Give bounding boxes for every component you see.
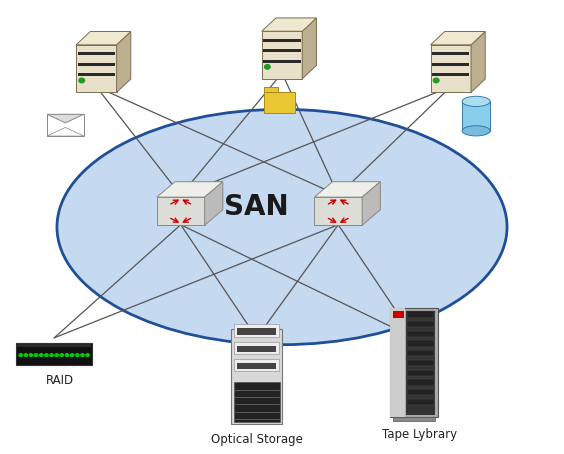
Bar bbox=[407, 399, 434, 405]
Bar bbox=[16, 343, 92, 365]
Circle shape bbox=[39, 354, 43, 356]
Polygon shape bbox=[76, 31, 131, 45]
Polygon shape bbox=[47, 114, 83, 123]
Bar bbox=[432, 63, 469, 66]
Bar bbox=[393, 417, 435, 421]
Ellipse shape bbox=[462, 96, 490, 107]
Bar bbox=[78, 63, 115, 66]
Bar bbox=[430, 45, 471, 92]
Bar bbox=[47, 114, 83, 136]
Bar bbox=[462, 101, 490, 131]
Polygon shape bbox=[262, 18, 316, 31]
Bar bbox=[407, 389, 434, 395]
Circle shape bbox=[29, 354, 33, 356]
Bar bbox=[237, 328, 276, 335]
Polygon shape bbox=[117, 31, 131, 92]
Circle shape bbox=[55, 354, 59, 356]
Bar bbox=[390, 308, 438, 417]
Bar bbox=[407, 340, 434, 347]
Ellipse shape bbox=[462, 126, 490, 136]
Bar bbox=[407, 321, 434, 327]
Bar bbox=[234, 341, 279, 354]
Ellipse shape bbox=[57, 109, 507, 345]
Bar bbox=[157, 197, 205, 225]
Bar bbox=[390, 308, 404, 417]
Circle shape bbox=[19, 354, 23, 356]
Bar bbox=[263, 59, 301, 63]
Bar bbox=[264, 92, 294, 114]
Circle shape bbox=[60, 354, 64, 356]
Bar bbox=[78, 73, 115, 76]
Bar bbox=[407, 379, 434, 385]
Bar bbox=[407, 311, 434, 317]
Bar bbox=[432, 52, 469, 55]
Bar bbox=[17, 344, 91, 347]
Bar bbox=[78, 52, 115, 55]
Text: SAN: SAN bbox=[224, 192, 289, 221]
Polygon shape bbox=[430, 31, 485, 45]
Circle shape bbox=[76, 354, 79, 356]
Bar bbox=[314, 197, 362, 225]
Bar bbox=[407, 370, 434, 376]
Bar bbox=[237, 363, 276, 369]
Bar bbox=[234, 324, 279, 337]
Bar bbox=[234, 359, 279, 371]
Bar bbox=[263, 49, 301, 52]
Polygon shape bbox=[471, 31, 485, 92]
Bar bbox=[76, 45, 117, 92]
Circle shape bbox=[50, 354, 53, 356]
Text: RAID: RAID bbox=[46, 374, 74, 387]
Text: Tape Lybrary: Tape Lybrary bbox=[382, 429, 457, 441]
Circle shape bbox=[265, 64, 270, 69]
Bar bbox=[407, 360, 434, 366]
Circle shape bbox=[433, 78, 439, 83]
Bar bbox=[237, 345, 276, 352]
Bar bbox=[393, 311, 404, 318]
Bar bbox=[263, 39, 301, 42]
Circle shape bbox=[86, 354, 89, 356]
Bar bbox=[231, 329, 282, 424]
Circle shape bbox=[65, 354, 69, 356]
Bar bbox=[262, 31, 302, 79]
Circle shape bbox=[34, 354, 38, 356]
Circle shape bbox=[45, 354, 48, 356]
Circle shape bbox=[79, 78, 85, 83]
Bar bbox=[407, 331, 434, 337]
Text: Optical Storage: Optical Storage bbox=[211, 433, 303, 446]
Bar bbox=[233, 382, 280, 422]
Circle shape bbox=[81, 354, 84, 356]
Bar bbox=[264, 87, 277, 92]
Circle shape bbox=[70, 354, 74, 356]
Bar bbox=[432, 73, 469, 76]
Polygon shape bbox=[205, 182, 223, 225]
Polygon shape bbox=[314, 182, 380, 197]
Polygon shape bbox=[302, 18, 316, 79]
Polygon shape bbox=[362, 182, 380, 225]
Polygon shape bbox=[157, 182, 223, 197]
Circle shape bbox=[24, 354, 28, 356]
Bar bbox=[406, 311, 435, 415]
Bar bbox=[407, 350, 434, 356]
